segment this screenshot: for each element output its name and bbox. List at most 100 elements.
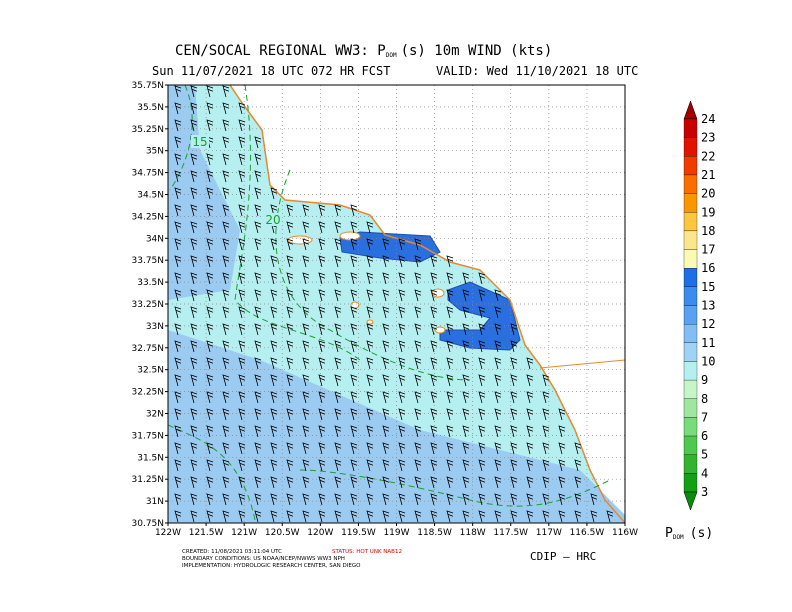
wind-barb	[414, 510, 422, 523]
wind-barb	[190, 187, 198, 200]
title-sub: DOM	[386, 52, 397, 59]
wind-barb	[350, 510, 358, 523]
wind-barb	[574, 442, 582, 455]
wind-barb	[462, 408, 470, 421]
colorbar-label: 8	[701, 392, 708, 406]
wind-barb	[574, 493, 582, 506]
wind-barb	[174, 221, 182, 234]
wind-barb	[238, 221, 246, 234]
title-rest: (s) 10m WIND (kts)	[401, 43, 553, 59]
wind-barb	[302, 425, 310, 438]
lat-label: 32N	[146, 410, 164, 420]
wind-barb	[430, 289, 438, 302]
lat-label: 33N	[146, 322, 164, 332]
wind-barb	[398, 493, 406, 506]
wind-barb	[350, 374, 358, 387]
lon-label: 117.5W	[493, 528, 528, 538]
lon-label: 121.5W	[189, 528, 224, 538]
wind-barb	[222, 476, 230, 489]
wind-barb	[222, 374, 230, 387]
lat-label: 31.5N	[137, 453, 164, 463]
wind-barb	[206, 221, 214, 234]
wind-barb	[414, 425, 422, 438]
colorbar-segment	[683, 212, 698, 232]
wind-barb	[190, 119, 198, 132]
wind-barb	[334, 323, 342, 336]
wind-barb	[430, 493, 438, 506]
lat-label: 30.75N	[132, 519, 165, 529]
wind-barb	[558, 476, 566, 489]
wind-barb	[382, 442, 390, 455]
colorbar-segment	[683, 417, 698, 437]
wind-barb	[190, 221, 198, 234]
wind-barb	[398, 374, 406, 387]
wind-barb	[366, 425, 374, 438]
wind-barb	[494, 306, 502, 319]
wind-barb	[206, 306, 214, 319]
wind-barb	[366, 459, 374, 472]
wind-barb	[286, 476, 294, 489]
wind-barb	[270, 510, 278, 523]
wind-barb	[414, 289, 422, 302]
wind-barb	[174, 340, 182, 353]
wind-barb	[206, 85, 214, 98]
wind-barb	[398, 323, 406, 336]
wind-barb	[238, 323, 246, 336]
wind-barb	[446, 357, 454, 370]
lat-label: 34.25N	[132, 212, 165, 222]
wind-barb	[350, 255, 358, 268]
wind-barb	[350, 442, 358, 455]
wind-barb	[350, 408, 358, 421]
wind-barb	[446, 272, 454, 285]
wind-barb	[350, 306, 358, 319]
wind-barb	[542, 391, 550, 404]
lon-label: 118.5W	[417, 528, 452, 538]
colorbar-segment	[683, 379, 698, 399]
wind-barb	[174, 85, 182, 98]
wind-barb	[494, 510, 502, 523]
wind-barb	[478, 289, 486, 302]
wind-barb	[238, 493, 246, 506]
wind-barb	[542, 408, 550, 421]
lat-label: 31.25N	[132, 475, 165, 485]
wind-barb	[494, 459, 502, 472]
wind-barb	[174, 306, 182, 319]
wind-barb	[238, 425, 246, 438]
wind-barb	[286, 459, 294, 472]
wind-barb	[382, 493, 390, 506]
wind-barb	[414, 238, 422, 251]
wind-barb	[542, 425, 550, 438]
wind-barb	[318, 306, 326, 319]
wind-barb	[446, 459, 454, 472]
wind-barb	[206, 425, 214, 438]
wind-barb	[478, 272, 486, 285]
wind-barb	[302, 459, 310, 472]
wind-barb	[430, 510, 438, 523]
colorbar-segment	[683, 174, 698, 194]
wind-barb	[526, 493, 534, 506]
wind-barb	[254, 255, 262, 268]
wind-barb	[526, 459, 534, 472]
wind-barb	[254, 408, 262, 421]
colorbar-label: 22	[701, 149, 715, 163]
title: CEN/SOCAL REGIONAL WW3: PDOM (s) 10m WIND…	[175, 43, 552, 59]
wind-barb	[366, 323, 374, 336]
wind-barb	[286, 204, 294, 217]
wind-barb	[238, 391, 246, 404]
wind-barb	[286, 510, 294, 523]
wind-barb	[318, 221, 326, 234]
wind-barb	[494, 493, 502, 506]
wind-barb	[334, 221, 342, 234]
wind-barb	[462, 493, 470, 506]
contour-label-bg	[264, 213, 282, 226]
wind-barb	[590, 510, 598, 523]
wind-barb	[206, 374, 214, 387]
wind-barb	[206, 340, 214, 353]
wind-barb	[462, 459, 470, 472]
wind-barb	[190, 255, 198, 268]
wind-barb	[334, 374, 342, 387]
wind-barb	[238, 238, 246, 251]
wind-barb	[478, 459, 486, 472]
wind-barb	[398, 289, 406, 302]
wind-barb	[286, 357, 294, 370]
